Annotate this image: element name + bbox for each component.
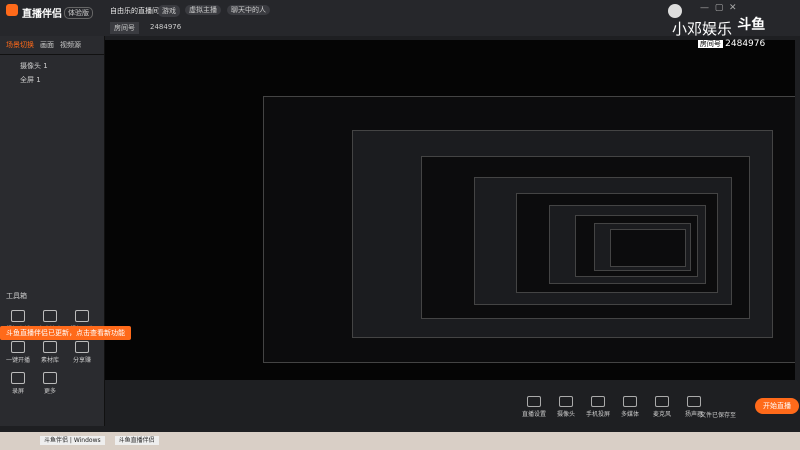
task-item[interactable]: 斗鱼伴侣 | Windows — [40, 436, 105, 445]
control-button[interactable]: 手机投屏 — [584, 396, 612, 418]
tool[interactable]: 录屏 — [2, 372, 34, 395]
tool-icon — [11, 341, 25, 353]
control-icon — [687, 396, 701, 407]
tool-label: 一键开播 — [5, 357, 30, 364]
control-icon — [527, 396, 541, 407]
control-buttons: 直播设置 摄像头 手机投屏 多媒体 麦克风 扬声器 — [520, 396, 712, 418]
toolbox: 视频直播多人连麦视频同步一键开播素材库分享赚录屏更多 — [2, 306, 102, 399]
status: 文件已保存至 — [700, 412, 737, 419]
tags: 虚拟主播 聊天中的人 — [185, 5, 276, 15]
room-title[interactable]: 自由乐的直播间 — [110, 7, 159, 15]
tool-label: 更多 — [43, 388, 56, 395]
control-icon — [591, 396, 605, 407]
control-label: 直播设置 — [521, 411, 546, 418]
scene-tabs: 场景切换 画面 视频源 — [0, 36, 104, 55]
control-button[interactable]: 摄像头 — [552, 396, 580, 418]
control-icon — [655, 396, 669, 407]
layer-list: 摄像头 1 全屏 1 — [0, 55, 104, 91]
tool[interactable]: 素材库 — [34, 341, 66, 364]
title-bar: 直播伴侣 体验版 自由乐的直播间 游戏 虚拟主播 聊天中的人 房间号 248497… — [0, 0, 800, 36]
brand: 斗鱼 — [737, 17, 766, 33]
layer[interactable]: 摄像头 1 — [20, 62, 48, 70]
tool-label: 分享赚 — [72, 357, 91, 364]
taskbar: 斗鱼伴侣 | Windows 斗鱼直播伴侣 — [0, 432, 800, 450]
preview — [105, 40, 795, 380]
tool-icon — [43, 341, 57, 353]
room-label: 房间号 — [110, 22, 139, 34]
control-label: 扬声器 — [684, 411, 703, 418]
tool[interactable]: 更多 — [34, 372, 66, 395]
room-id: 2484976 — [150, 23, 182, 31]
control-label: 多媒体 — [620, 411, 639, 418]
tool-icon — [11, 372, 25, 384]
notice[interactable]: 斗鱼直播伴侣已更新，点击查看新功能 — [0, 326, 131, 340]
toolbox-title: 工具箱 — [6, 292, 27, 300]
control-button[interactable]: 麦克风 — [648, 396, 676, 418]
logo-icon — [6, 4, 18, 16]
tab[interactable]: 视频源 — [60, 41, 81, 49]
control-button[interactable]: 扬声器 — [680, 396, 708, 418]
control-icon — [623, 396, 637, 407]
control-button[interactable]: 多媒体 — [616, 396, 644, 418]
tool-icon — [43, 372, 57, 384]
tool-label: 素材库 — [40, 357, 59, 364]
control-icon — [559, 396, 573, 407]
tool[interactable]: 分享赚 — [66, 341, 98, 364]
tag[interactable]: 虚拟主播 — [185, 5, 221, 15]
tab[interactable]: 画面 — [40, 41, 54, 49]
streamer-name: 小邓娱乐 — [672, 20, 733, 38]
category[interactable]: 游戏 — [158, 5, 180, 17]
watermark: 小邓娱乐 斗鱼 房间号 2484976 — [672, 18, 765, 49]
nested-frame — [609, 228, 686, 268]
wm-room-id: 2484976 — [725, 39, 766, 49]
start-button[interactable]: 开始直播 — [755, 398, 799, 414]
tool-icon — [75, 310, 89, 322]
window-controls[interactable]: — ▢ ✕ — [700, 3, 737, 13]
badge: 体验版 — [64, 7, 93, 19]
avatar[interactable] — [668, 4, 682, 18]
tool-icon — [75, 341, 89, 353]
tag[interactable]: 聊天中的人 — [227, 5, 270, 15]
task-item[interactable]: 斗鱼直播伴侣 — [114, 436, 159, 445]
tool-label: 录屏 — [11, 388, 24, 395]
control-label: 手机投屏 — [585, 411, 610, 418]
logo: 直播伴侣 — [22, 9, 62, 20]
layer[interactable]: 全屏 1 — [20, 76, 41, 84]
task-items: 斗鱼伴侣 | Windows 斗鱼直播伴侣 — [0, 432, 800, 447]
wm-room-label: 房间号 — [697, 40, 723, 48]
control-button[interactable]: 直播设置 — [520, 396, 548, 418]
tool[interactable]: 一键开播 — [2, 341, 34, 364]
tool-icon — [11, 310, 25, 322]
tool-icon — [43, 310, 57, 322]
control-label: 麦克风 — [652, 411, 671, 418]
control-bar: 直播设置 摄像头 手机投屏 多媒体 麦克风 扬声器 文件已保存至 开始直播 — [105, 388, 800, 424]
tab[interactable]: 场景切换 — [6, 41, 34, 49]
control-label: 摄像头 — [556, 411, 575, 418]
